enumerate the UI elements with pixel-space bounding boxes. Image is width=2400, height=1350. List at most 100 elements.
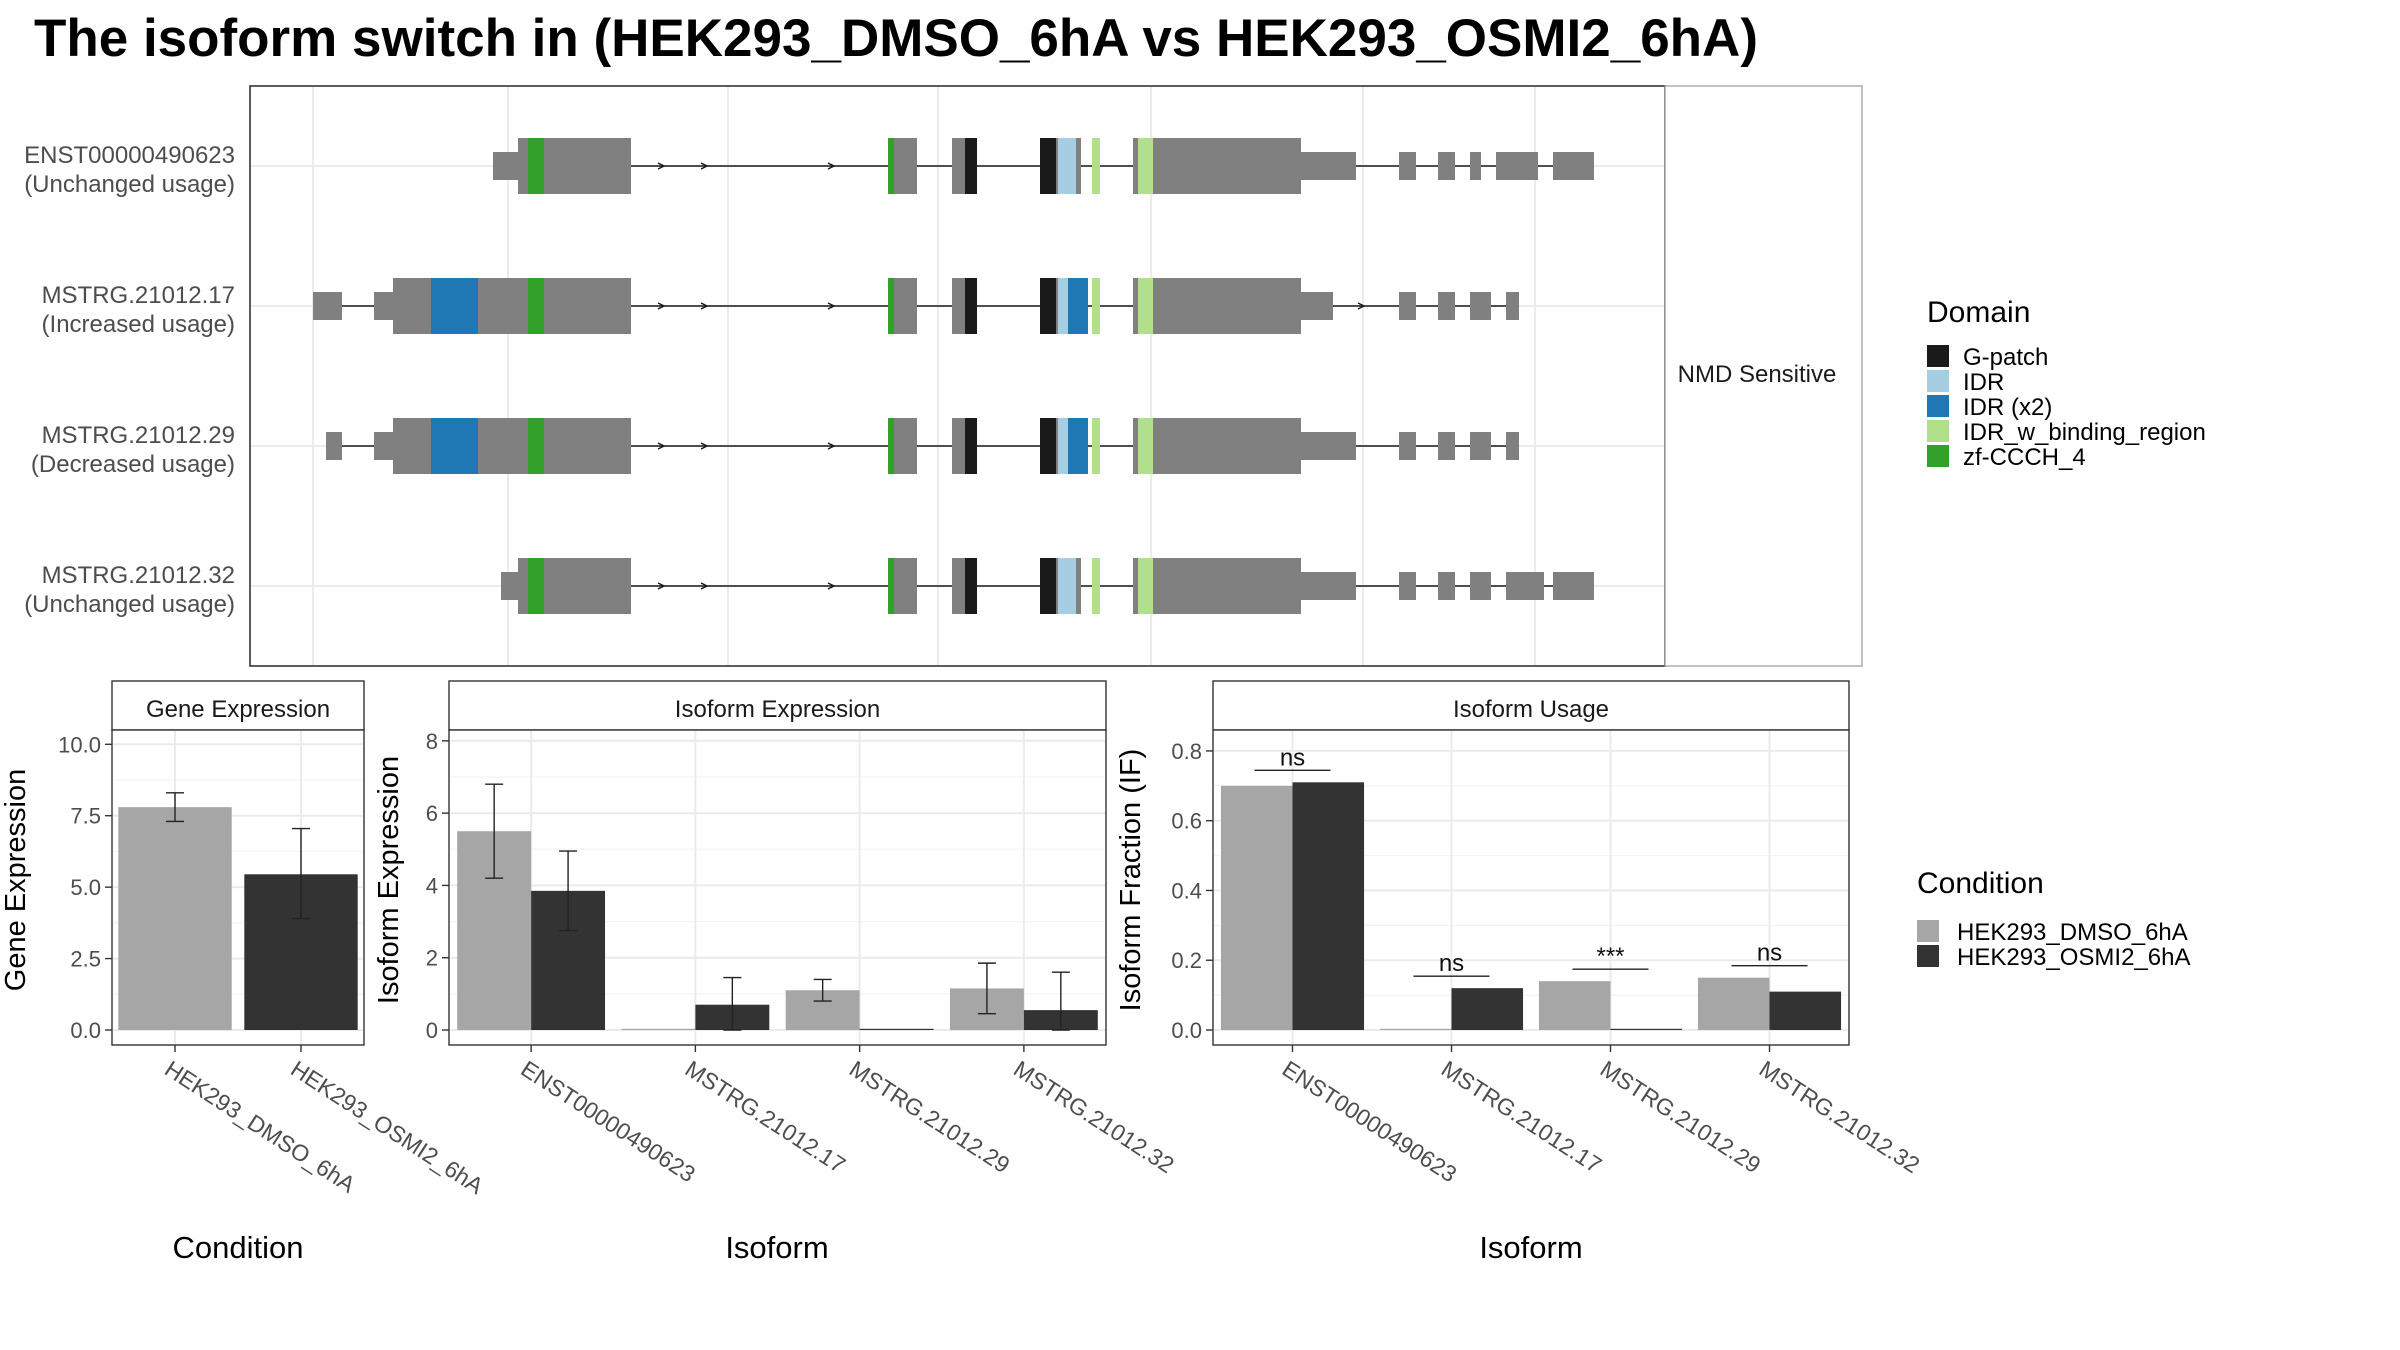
domain-g-patch bbox=[965, 418, 977, 474]
domain-idr-w-binding-region bbox=[1138, 278, 1153, 334]
bar bbox=[1697, 977, 1770, 1030]
strand-arrow bbox=[657, 302, 666, 310]
transcript-usage-label: (Decreased usage) bbox=[31, 451, 235, 478]
domain-g-patch bbox=[965, 138, 977, 194]
y-tick-label: 0.0 bbox=[70, 1018, 101, 1043]
coding-exon bbox=[1187, 278, 1209, 334]
utr-exon bbox=[326, 432, 342, 460]
gene-structure-panel: NMD Sensitive ENST00000490623 (Unchanged … bbox=[24, 85, 1863, 667]
isoform-usage-x-axis-title: Isoform bbox=[1479, 1230, 1582, 1265]
gene-expression-strip bbox=[111, 680, 365, 731]
condition-label: HEK293_DMSO_6hA bbox=[1957, 919, 2188, 946]
x-tick-label: ENST00000490623 bbox=[1278, 1055, 1462, 1187]
domain-zf-ccch-4 bbox=[888, 278, 894, 334]
transcript-MSTRG.21012.17 bbox=[313, 278, 1519, 334]
transcript-ENST00000490623 bbox=[493, 138, 1594, 194]
utr-exon bbox=[1470, 572, 1491, 600]
coding-exon bbox=[1209, 138, 1301, 194]
legend-label-idr: IDR bbox=[1963, 369, 2004, 396]
coding-exon bbox=[1187, 418, 1209, 474]
y-tick-label: 10.0 bbox=[58, 732, 101, 757]
significance-label: *** bbox=[1596, 943, 1624, 970]
y-tick-label: 2 bbox=[426, 946, 438, 971]
bar bbox=[1610, 1028, 1683, 1030]
domain-idr-w-binding-region bbox=[1092, 418, 1100, 474]
utr-exon bbox=[1496, 152, 1538, 180]
utr-exon bbox=[1438, 292, 1455, 320]
gene-expression-strip-title: Gene Expression bbox=[146, 696, 330, 723]
transcript-usage-label: (Unchanged usage) bbox=[24, 591, 235, 618]
condition-legend-title: Condition bbox=[1917, 867, 2044, 900]
utr-exon bbox=[374, 292, 393, 320]
transcript-usage-label: (Increased usage) bbox=[42, 311, 235, 338]
strand-arrow bbox=[657, 162, 666, 170]
bar bbox=[1220, 785, 1293, 1030]
domain-zf-ccch-4 bbox=[528, 558, 544, 614]
domain-legend-title: Domain bbox=[1927, 296, 2030, 329]
transcript-id-label: MSTRG.21012.32 bbox=[42, 562, 235, 589]
condition-label: HEK293_OSMI2_6hA bbox=[1957, 944, 2190, 971]
isoform-expression-y-axis-title: Isoform Expression bbox=[373, 756, 405, 1004]
domain-idr-w-binding-region bbox=[1092, 138, 1100, 194]
strand-arrow bbox=[827, 442, 836, 450]
y-tick-label: 0.8 bbox=[1171, 739, 1202, 764]
domain-idr-x2- bbox=[1068, 278, 1088, 334]
utr-exon bbox=[1506, 432, 1519, 460]
legend-swatch-idr-w-binding-region bbox=[1927, 420, 1949, 442]
y-tick-label: 0 bbox=[426, 1018, 438, 1043]
utr-exon bbox=[1301, 432, 1356, 460]
domain-zf-ccch-4 bbox=[528, 138, 544, 194]
domain-idr bbox=[1058, 558, 1076, 614]
domain-idr-x2- bbox=[1068, 418, 1088, 474]
strand-arrow bbox=[700, 442, 709, 450]
domain-idr-w-binding-region bbox=[1138, 418, 1153, 474]
y-tick-label: 8 bbox=[426, 729, 438, 754]
transcript-MSTRG.21012.32 bbox=[501, 558, 1594, 614]
isoform-usage-y-axis-title: Isoform Fraction (IF) bbox=[1115, 749, 1147, 1012]
structure-strip bbox=[1664, 85, 1863, 667]
coding-exon bbox=[1209, 278, 1301, 334]
utr-exon bbox=[1399, 432, 1416, 460]
utr-exon bbox=[1553, 152, 1594, 180]
domain-idr-w-binding-region bbox=[1138, 138, 1153, 194]
bar bbox=[621, 1028, 696, 1030]
strand-arrow bbox=[657, 442, 666, 450]
domain-g-patch bbox=[1040, 278, 1056, 334]
utr-exon bbox=[493, 152, 518, 180]
utr-exon bbox=[1470, 152, 1481, 180]
y-tick-label: 6 bbox=[426, 801, 438, 826]
transcript-id-label: MSTRG.21012.29 bbox=[42, 422, 235, 449]
domain-idr-x2- bbox=[431, 278, 478, 334]
domain-idr-w-binding-region bbox=[1092, 558, 1100, 614]
domain-zf-ccch-4 bbox=[888, 138, 894, 194]
y-tick-label: 4 bbox=[426, 873, 438, 898]
x-tick-label: MSTRG.21012.17 bbox=[681, 1055, 851, 1178]
bar bbox=[1769, 991, 1842, 1030]
domain-g-patch bbox=[965, 558, 977, 614]
gene-expression-y-axis-title: Gene Expression bbox=[0, 769, 32, 991]
utr-exon bbox=[1301, 572, 1356, 600]
legend-label-zf-ccch-4: zf-CCCH_4 bbox=[1963, 444, 2086, 471]
domain-g-patch bbox=[1040, 418, 1056, 474]
gene-expression-x-axis-title: Condition bbox=[173, 1230, 304, 1265]
nmd-strip-label: NMD Sensitive bbox=[1678, 361, 1837, 388]
utr-exon bbox=[1438, 432, 1455, 460]
x-tick-label: MSTRG.21012.29 bbox=[845, 1055, 1015, 1178]
domain-idr-w-binding-region bbox=[1138, 558, 1153, 614]
coding-exon bbox=[393, 278, 631, 334]
x-tick-label: ENST00000490623 bbox=[516, 1055, 700, 1187]
utr-exon bbox=[1506, 292, 1519, 320]
domain-g-patch bbox=[965, 278, 977, 334]
coding-exon bbox=[1209, 418, 1301, 474]
strand-arrow bbox=[657, 582, 666, 590]
coding-exon bbox=[1209, 558, 1301, 614]
domain-zf-ccch-4 bbox=[528, 278, 544, 334]
utr-exon bbox=[1470, 432, 1491, 460]
transcript-id-label: ENST00000490623 bbox=[24, 142, 235, 169]
domain-idr-w-binding-region bbox=[1092, 278, 1100, 334]
strand-arrow bbox=[827, 302, 836, 310]
strand-arrow bbox=[827, 162, 836, 170]
legend-label-g-patch: G-patch bbox=[1963, 344, 2048, 371]
legend-swatch-idr bbox=[1927, 370, 1949, 392]
